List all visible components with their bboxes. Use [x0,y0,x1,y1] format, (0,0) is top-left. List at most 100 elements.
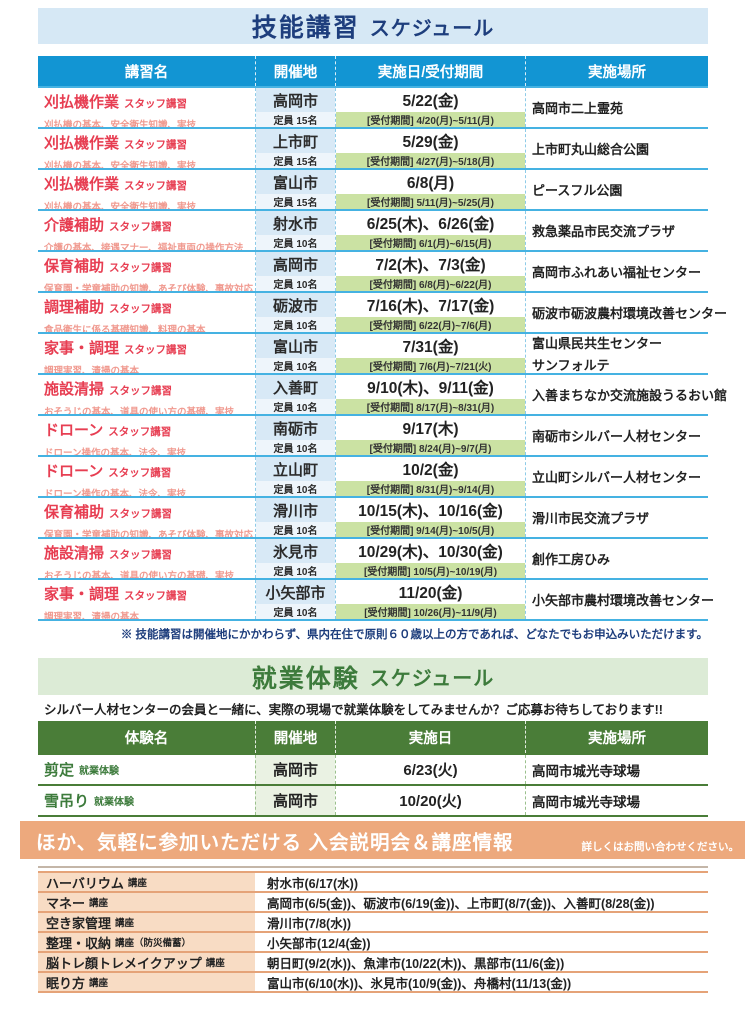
table-row: 施設清掃 スタッフ講習 おそうじの基本、道具の使い方の基礎、実技 氷見市 定員 1… [38,537,708,578]
course-title-line: ドローン スタッフ講習 [44,460,253,481]
capacity: 定員 10名 [256,563,335,578]
city-name: 氷見市 [256,539,335,563]
city-name: 小矢部市 [256,580,335,604]
course-title-line: 保育補助 スタッフ講習 [44,255,253,276]
capacity: 定員 15名 [256,112,335,127]
course-name: 介護補助 [44,217,105,234]
table-row: 保育補助 スタッフ講習 保育園・学童補助の知識、あそび体験、事故対応 高岡市 定員… [38,250,708,291]
course-title-line: 調理補助 スタッフ講習 [44,296,253,317]
application-period: [受付期間] 4/27(月)~5/18(月) [336,153,525,168]
date-period-cell: 6/8(月) [受付期間] 5/11(月)~5/25(月) [335,170,525,209]
course-name: 保育補助 [44,504,105,521]
table-row: 雪吊り 就業体験 高岡市 10/20(火) 高岡市城光寺球場 [38,784,708,817]
experience-cell: 雪吊り 就業体験 [38,786,255,815]
column-header-venue: 実施場所 [525,721,708,753]
application-period: [受付期間] 6/8(月)~6/22(月) [336,276,525,291]
course-schedule: 富山市(6/10(水))、氷見市(10/9(金))、舟橋村(11/13(金)) [267,976,572,991]
course-cell: 刈払機作業 スタッフ講習 刈払機の基本、安全衛生知識、実技 [38,88,255,127]
table-row: 家事・調理 スタッフ講習 調理実習、清掃の基本 富山市 定員 10名 7/31(金… [38,332,708,373]
venue-cell: 南砺市シルバー人材センター [525,416,708,455]
column-header-date-period: 実施日/受付期間 [335,56,525,86]
course-name: 脳トレ顔トレメイクアップ [46,955,202,971]
course-type-tag: スタッフ講習 [109,385,173,397]
city-name: 高岡市 [256,252,335,276]
contact-note: 詳しくはお問い合わせください。 [581,840,740,853]
course-type-tag: スタッフ講習 [124,590,188,602]
city-name: 入善町 [256,375,335,399]
table-row: 刈払機作業 スタッフ講習 刈払機の基本、安全衛生知識、実技 上市町 定員 15名 … [38,127,708,168]
date-period-cell: 7/16(木)、7/17(金) [受付期間] 6/22(月)~7/6(月) [335,293,525,332]
location-cell: 高岡市 定員 15名 [255,88,335,127]
course-title-line: 刈払機作業 スタッフ講習 [44,173,253,194]
work-experience-lead: シルバー人材センターの会員と一緒に、実際の現場で就業体験をしてみませんか？ご応募… [44,703,663,717]
course-type-tag: スタッフ講習 [108,426,172,438]
location-cell: 砺波市 定員 10名 [255,293,335,332]
course-schedule: 朝日町(9/2(水))、魚津市(10/22(木))、黒部市(11/6(金)) [267,956,565,971]
course-type-tag: 講座 [115,918,135,929]
venue-cell: 上市町丸山総合公園 [525,129,708,168]
event-date: 10/2(金) [402,462,459,479]
course-name: 施設清掃 [44,545,105,562]
course-type-tag: スタッフ講習 [108,467,172,479]
work-experience-banner: 就業体験 スケジュール [38,658,708,695]
course-type-tag: 講座 [127,878,147,889]
column-header-date: 実施日 [335,721,525,753]
course-description: 保育園・学童補助の知識、あそび体験、事故対応 [44,284,254,291]
event-date: 6/23(火) [335,755,525,784]
work-table-body: 剪定 就業体験 高岡市 6/23(火) 高岡市城光寺球場 雪吊り 就業体験 高岡… [38,753,708,817]
city-name: 高岡市 [255,755,335,784]
location-cell: 南砺市 定員 10名 [255,416,335,455]
venue-name: 高岡市城光寺球場 [525,755,708,784]
course-type-tag: スタッフ講習 [124,344,188,356]
application-period: [受付期間] 6/1(月)~6/15(月) [336,235,525,250]
table-row: 保育補助 スタッフ講習 保育園・学童補助の知識、あそび体験、事故対応 滑川市 定員… [38,496,708,537]
venue-name: 上市町丸山総合公園 [532,142,650,157]
event-date: 10/20(火) [335,786,525,815]
table-row: ドローン スタッフ講習 ドローン操作の基本、法令、実技 立山町 定員 10名 10… [38,455,708,496]
course-cell: 刈払機作業 スタッフ講習 刈払機の基本、安全衛生知識、実技 [38,170,255,209]
city-name: 富山市 [256,334,335,358]
venue-name: 高岡市二上霊苑 [532,101,624,116]
city-name: 立山町 [256,457,335,481]
course-name: 家事・調理 [44,586,120,603]
course-title-line: 家事・調理 スタッフ講習 [44,337,253,358]
course-name: 整理・収納 [46,935,112,951]
course-cell: 施設清掃 スタッフ講習 おそうじの基本、道具の使い方の基礎、実技 [38,375,255,414]
course-title-line: 施設清掃 スタッフ講習 [44,378,253,399]
course-cell: 保育補助 スタッフ講習 保育園・学童補助の知識、あそび体験、事故対応 [38,498,255,537]
experience-type-tag: 就業体験 [79,766,120,777]
table-row: 調理補助 スタッフ講習 食品衛生に係る基礎知識、料理の基本 砺波市 定員 10名 … [38,291,727,332]
application-period: [受付期間] 8/24(月)~9/7(月) [336,440,525,455]
venue-cell: 小矢部市農村環境改善センター [525,580,714,619]
course-type-tag: 講座（防災備蓄） [115,938,192,949]
event-date: 10/29(木)、10/30(金) [358,544,503,561]
location-cell: 立山町 定員 10名 [255,457,335,496]
work-experience-table: 体験名 開催地 実施日 実施場所 剪定 就業体験 高岡市 6/23(火) 高岡市… [38,721,708,817]
course-name: ハーバリウム [46,875,124,891]
location-cell: 富山市 定員 15名 [255,170,335,209]
venue-name: 創作工房ひみ [532,552,611,567]
course-cell: 家事・調理 スタッフ講習 調理実習、清掃の基本 [38,580,255,619]
venue-name: 入善まちなか交流施設うるおい館 [532,388,728,403]
column-header-location: 開催地 [255,721,335,753]
course-title-line: 家事・調理 スタッフ講習 [44,583,253,604]
venue-cell: 救急薬品市民交流プラザ [525,211,708,250]
city-name: 高岡市 [256,88,335,112]
course-description: ドローン操作の基本、法令、実技 [44,448,187,455]
date-period-cell: 9/17(木) [受付期間] 8/24(月)~9/7(月) [335,416,525,455]
date-period-cell: 10/15(木)、10/16(金) [受付期間] 9/14(月)~10/5(月) [335,498,525,537]
application-period: [受付期間] 5/11(月)~5/25(月) [336,194,525,209]
application-period: [受付期間] 8/31(月)~9/14(月) [336,481,525,496]
course-cell: ドローン スタッフ講習 ドローン操作の基本、法令、実技 [38,457,255,496]
venue-name: 救急薬品市民交流プラザ [532,224,676,239]
course-name: 空き家管理 [46,915,112,931]
capacity: 定員 10名 [256,604,335,619]
application-period: [受付期間] 9/14(月)~10/5(月) [336,522,525,537]
table-row: 脳トレ顔トレメイクアップ 講座 朝日町(9/2(水))、魚津市(10/22(木)… [38,951,708,971]
course-name: ドローン [44,422,104,439]
location-cell: 小矢部市 定員 10名 [255,580,335,619]
course-schedule: 滑川市(7/8(水)) [267,916,352,931]
location-cell: 射水市 定員 10名 [255,211,335,250]
application-period: [受付期間] 6/22(月)~7/6(月) [336,317,525,332]
course-title-line: ドローン スタッフ講習 [44,419,253,440]
